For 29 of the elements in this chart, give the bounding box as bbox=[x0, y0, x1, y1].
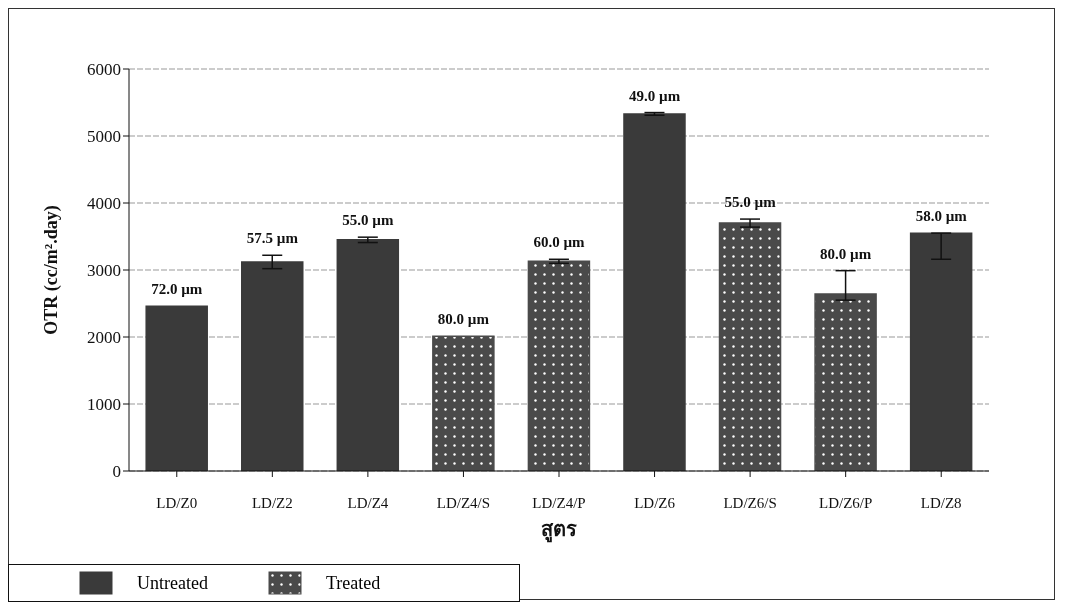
legend-label: Treated bbox=[325, 572, 381, 594]
x-tick-label: LD/Z4/P bbox=[532, 494, 586, 511]
annotation: 55.0 µm bbox=[342, 212, 394, 229]
x-tick-label: LD/Z8 bbox=[920, 494, 962, 511]
annotation: 55.0 µm bbox=[724, 194, 777, 211]
x-tick-label: LD/Z4 bbox=[347, 494, 389, 511]
legend-label: Untreated bbox=[137, 572, 208, 594]
y-tick-label: 5000 bbox=[87, 127, 121, 147]
y-tick-label: 1000 bbox=[87, 395, 121, 415]
annotation: 58.0 µm bbox=[915, 208, 968, 225]
x-tick-label: LD/Z6/P bbox=[818, 494, 873, 511]
y-axis-title: OTR (cc/m².day) bbox=[41, 205, 62, 335]
y-tick-label: 3000 bbox=[87, 261, 121, 281]
x-tick-label: LD/Z6/S bbox=[723, 494, 777, 511]
annotation: 57.5 µm bbox=[246, 230, 299, 247]
annotation: 80.0 µm bbox=[820, 245, 872, 262]
x-tick-label: LD/Z2 bbox=[251, 494, 293, 511]
y-tick-label: 6000 bbox=[87, 60, 121, 80]
y-tick-label: 4000 bbox=[87, 194, 121, 214]
x-tick-label: LD/Z0 bbox=[156, 494, 198, 511]
y-tick-label: 2000 bbox=[87, 328, 121, 348]
x-axis-title: สูตร bbox=[541, 518, 577, 543]
annotation: 72.0 µm bbox=[151, 281, 203, 298]
y-tick-label: 0 bbox=[112, 462, 121, 482]
annotation: 49.0 µm bbox=[628, 87, 681, 104]
annotation: 60.0 µm bbox=[533, 234, 586, 251]
x-tick-label: LD/Z6 bbox=[634, 494, 676, 511]
annotation: 80.0 µm bbox=[437, 311, 490, 328]
x-tick-label: LD/Z4/S bbox=[436, 494, 491, 511]
